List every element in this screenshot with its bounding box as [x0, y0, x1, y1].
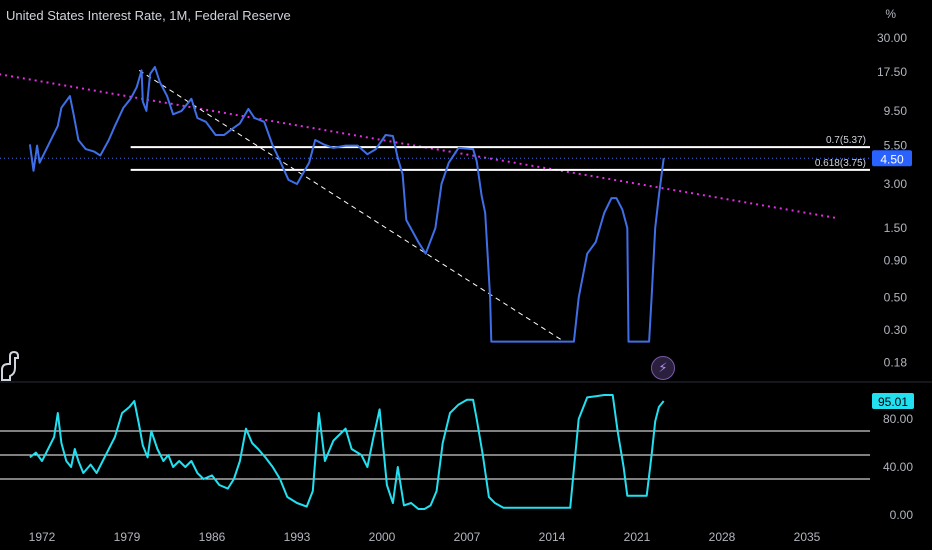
fib-level-label-0: 0.7(5.37): [826, 135, 866, 146]
pink-trendline: [0, 73, 838, 220]
fib-level-label-1: 0.618(3.75): [815, 158, 866, 169]
oscillator-line: [29, 394, 665, 510]
time-axis: 1972 1979 1986 1993 2000 2007 2014 2021 2028 2035: [29, 530, 821, 544]
x-tick-label-4: 2000: [369, 530, 396, 544]
x-tick-label-0: 1972: [29, 530, 56, 544]
osc-tick-label-0: 80.00: [883, 412, 913, 426]
x-tick-label-8: 2028: [709, 530, 736, 544]
y-tick-label-1: 17.50: [877, 65, 907, 79]
price-axis: 30.00 17.50 9.50 5.50 3.00 1.50 0.90 0.50 0.30 0.…: [872, 31, 914, 522]
white-dashed-trendline: [138, 69, 565, 342]
y-tick-label-9: 0.18: [884, 355, 908, 369]
osc-tick-label-1: 40.00: [883, 460, 913, 474]
x-tick-label-2: 1986: [199, 530, 226, 544]
osc-last-value-label: 95.01: [878, 395, 908, 409]
y-tick-label-6: 0.90: [884, 253, 908, 267]
tradingview-dino-logo[interactable]: [0, 350, 24, 382]
lightning-bolt-icon[interactable]: ⚡: [651, 356, 675, 380]
osc-last-value-badge: [872, 392, 914, 409]
x-tick-label-1: 1979: [114, 530, 141, 544]
x-tick-label-9: 2035: [794, 530, 821, 544]
x-tick-label-7: 2021: [624, 530, 651, 544]
interest-rate-pane: 0.7(5.37) 0.618(3.75): [0, 66, 870, 343]
y-tick-label-5: 1.50: [884, 221, 908, 235]
last-value-badge: [872, 150, 912, 167]
chart-title: United States Interest Rate, 1M, Federal…: [6, 8, 291, 23]
y-tick-label-7: 0.50: [884, 291, 908, 305]
y-tick-label-0: 30.00: [877, 31, 907, 45]
unit-label: %: [885, 7, 896, 21]
x-tick-label-3: 1993: [284, 530, 311, 544]
y-tick-label-2: 9.50: [884, 104, 908, 118]
y-tick-label-3: 5.50: [884, 139, 908, 153]
x-tick-label-5: 2007: [454, 530, 481, 544]
interest-rate-line: [28, 66, 665, 343]
y-tick-label-4: 3.00: [884, 177, 908, 191]
osc-tick-label-2: 0.00: [890, 508, 914, 522]
y-tick-label-8: 0.30: [884, 323, 908, 337]
last-value-label: 4.50: [880, 152, 904, 166]
x-tick-label-6: 2014: [539, 530, 566, 544]
oscillator-pane: [0, 394, 870, 510]
